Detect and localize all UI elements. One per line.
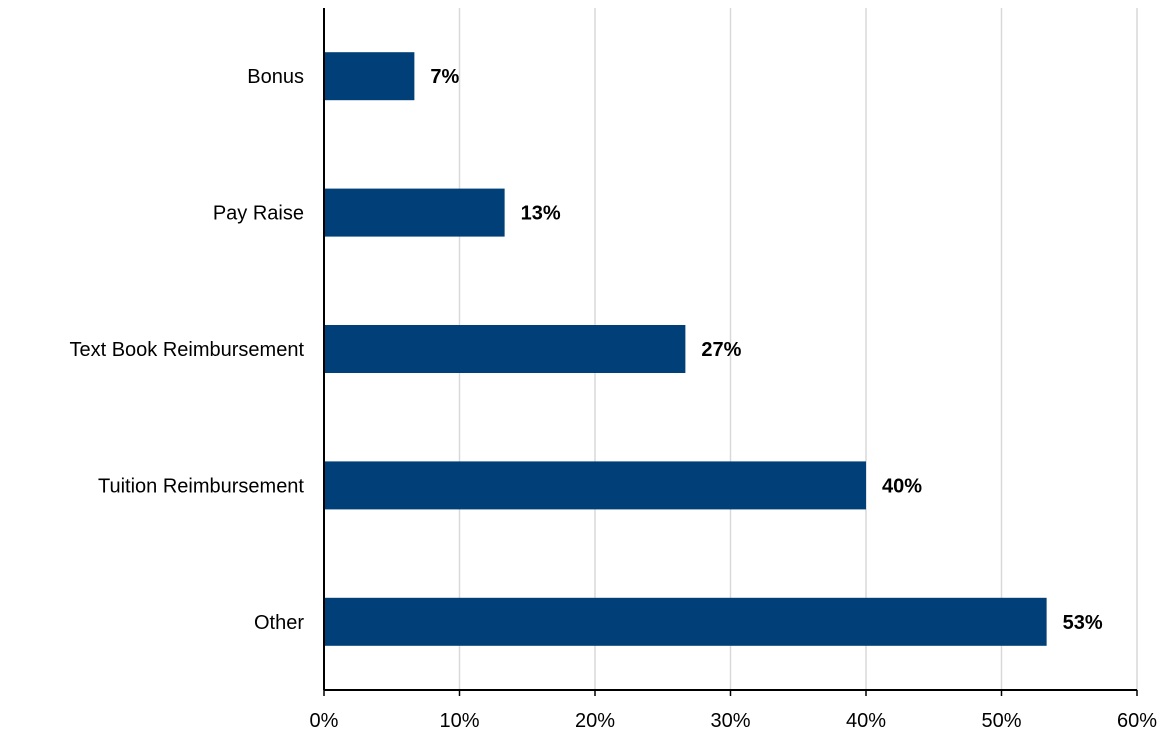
bar-pay-raise [324,188,505,237]
data-label: 27% [701,339,741,361]
x-tick-label: 0% [310,710,339,732]
x-tick-label: 50% [981,710,1021,732]
data-label: 53% [1063,612,1103,634]
bar-tuition-reimbursement [324,461,866,510]
x-tick-label: 40% [846,710,886,732]
bars [324,52,1047,646]
category-label: Bonus [247,66,304,88]
category-label: Other [254,612,304,634]
category-label: Tuition Reimbursement [98,475,304,497]
axes [323,8,1138,696]
gridlines [458,8,1138,690]
x-tick-label: 30% [710,710,750,732]
bar-other [324,597,1047,646]
data-label: 13% [521,203,561,225]
bar-bonus [324,52,415,101]
x-tick-label: 20% [575,710,615,732]
x-tick-label: 10% [439,710,479,732]
data-label: 40% [882,475,922,497]
bar-text-book-reimbursement [324,325,686,373]
data-label: 7% [430,66,459,88]
category-label: Pay Raise [213,203,304,225]
x-tick-label: 60% [1117,710,1157,732]
category-label: Text Book Reimbursement [69,339,304,361]
labels: 0% 10% 20% 30% 40% 50% 60% Bonus 7% Pay Raise 13% T… [69,66,1157,732]
